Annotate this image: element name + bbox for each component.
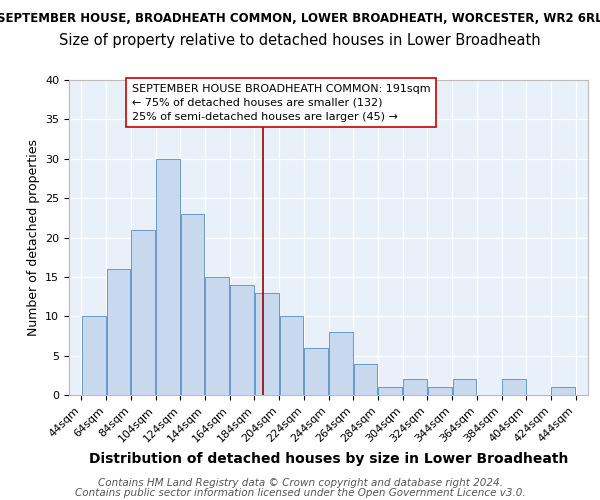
Text: SEPTEMBER HOUSE, BROADHEATH COMMON, LOWER BROADHEATH, WORCESTER, WR2 6RL: SEPTEMBER HOUSE, BROADHEATH COMMON, LOWE… <box>0 12 600 26</box>
Bar <box>230 285 254 395</box>
Bar <box>255 292 278 395</box>
Text: Size of property relative to detached houses in Lower Broadheath: Size of property relative to detached ho… <box>59 32 541 48</box>
Bar <box>329 332 353 395</box>
Bar <box>428 387 452 395</box>
Bar <box>403 379 427 395</box>
Bar <box>156 159 180 395</box>
Bar <box>131 230 155 395</box>
Bar <box>304 348 328 395</box>
Bar <box>551 387 575 395</box>
Text: Contains HM Land Registry data © Crown copyright and database right 2024.: Contains HM Land Registry data © Crown c… <box>98 478 502 488</box>
Bar <box>107 269 130 395</box>
X-axis label: Distribution of detached houses by size in Lower Broadheath: Distribution of detached houses by size … <box>89 452 568 466</box>
Bar <box>280 316 303 395</box>
Bar <box>82 316 106 395</box>
Bar <box>354 364 377 395</box>
Y-axis label: Number of detached properties: Number of detached properties <box>26 139 40 336</box>
Bar <box>379 387 402 395</box>
Bar <box>502 379 526 395</box>
Text: Contains public sector information licensed under the Open Government Licence v3: Contains public sector information licen… <box>74 488 526 498</box>
Bar <box>452 379 476 395</box>
Bar <box>205 277 229 395</box>
Text: SEPTEMBER HOUSE BROADHEATH COMMON: 191sqm
← 75% of detached houses are smaller (: SEPTEMBER HOUSE BROADHEATH COMMON: 191sq… <box>132 84 431 122</box>
Bar <box>181 214 205 395</box>
